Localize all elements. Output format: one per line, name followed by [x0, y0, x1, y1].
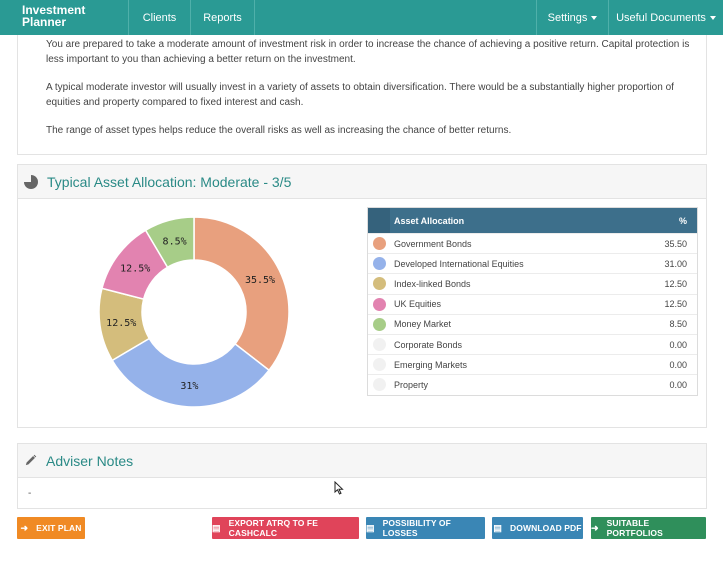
- swatch-cell: [368, 237, 390, 251]
- table-header-asset: Asset Allocation: [394, 215, 465, 226]
- slice-label: 35.5%: [245, 275, 275, 286]
- table-row: Index-linked Bonds 12.50: [368, 273, 697, 293]
- slice-label: 31%: [180, 381, 198, 392]
- allocation-table-body: Government Bonds 35.50 Developed Internati…: [368, 233, 697, 395]
- file-pdf-icon: ▤: [366, 522, 375, 533]
- table-row: Property 0.00: [368, 374, 697, 394]
- donut-slice[interactable]: [144, 216, 195, 269]
- nav-useful-documents-label: Useful Documents: [616, 11, 706, 24]
- asset-percent: 0.00: [669, 359, 687, 370]
- pencil-icon: [25, 454, 37, 466]
- adviser-notes-panel: Adviser Notes -: [17, 443, 707, 509]
- nav-clients[interactable]: Clients: [129, 0, 191, 35]
- nav-spacer: [255, 0, 536, 35]
- swatch-cell: [368, 338, 390, 352]
- chevron-down-icon: [709, 15, 716, 20]
- exit-plan-button[interactable]: ➜ EXIT PLAN: [17, 517, 85, 539]
- mouse-cursor-icon: [334, 481, 344, 495]
- asset-name: Developed International Equities: [394, 258, 524, 269]
- asset-name: Corporate Bonds: [394, 339, 463, 350]
- risk-description-paragraph: A typical moderate investor will usually…: [46, 82, 674, 108]
- pie-chart-icon: [24, 174, 38, 189]
- color-swatch: [372, 317, 386, 331]
- nav-settings-label: Settings: [547, 11, 588, 24]
- color-swatch: [372, 237, 386, 251]
- swatch-cell: [368, 317, 390, 331]
- arrow-right-icon: ➜: [20, 522, 29, 533]
- table-row: Money Market 8.50: [368, 313, 697, 334]
- table-row: Emerging Markets 0.00: [368, 354, 697, 374]
- asset-percent: 31.00: [664, 258, 687, 269]
- adviser-notes-body: -: [28, 488, 32, 499]
- asset-percent: 12.50: [664, 278, 687, 289]
- asset-name: Money Market: [394, 319, 452, 330]
- download-pdf-label: DOWNLOAD PDF: [510, 523, 582, 533]
- table-header-percent: %: [678, 215, 687, 226]
- suitable-portfolios-label: SUITABLE PORTFOLIOS: [606, 518, 663, 538]
- table-header-swatch-col: [368, 208, 390, 233]
- allocation-donut-chart: 35.5% 31% 12.5% 12.5% 8.5%: [98, 216, 290, 408]
- color-swatch: [372, 297, 386, 311]
- slice-label: 12.5%: [120, 263, 150, 274]
- possibility-of-losses-label: POSSIBILITY OF LOSSES: [382, 518, 451, 538]
- risk-description-panel: You are prepared to take a moderate amou…: [17, 35, 707, 155]
- exit-plan-label: EXIT PLAN: [36, 523, 82, 533]
- arrow-right-icon: ➜: [591, 522, 599, 533]
- adviser-notes-header: Adviser Notes: [18, 444, 706, 478]
- nav-reports[interactable]: Reports: [191, 0, 255, 35]
- table-row: Developed International Equities 31.00: [368, 253, 697, 273]
- asset-name: Property: [394, 379, 429, 390]
- asset-name: Index-linked Bonds: [394, 278, 471, 289]
- asset-allocation-panel: Typical Asset Allocation: Moderate - 3/5…: [17, 164, 707, 428]
- possibility-of-losses-button[interactable]: ▤ POSSIBILITY OF LOSSES: [366, 517, 485, 539]
- export-atrq-button[interactable]: ▤ EXPORT ATRQ TO FE CASHCALC: [212, 517, 359, 539]
- asset-allocation-title: Typical Asset Allocation: Moderate - 3/5: [47, 173, 292, 190]
- swatch-cell: [368, 297, 390, 311]
- table-row: UK Equities 12.50: [368, 293, 697, 314]
- suitable-portfolios-button[interactable]: ➜ SUITABLE PORTFOLIOS: [591, 517, 706, 539]
- swatch-cell: [368, 257, 390, 271]
- swatch-cell: [368, 378, 390, 392]
- swatch-cell: [368, 358, 390, 372]
- nav-settings-dropdown[interactable]: Settings: [536, 0, 609, 35]
- slice-label: 12.5%: [106, 318, 136, 329]
- top-navbar: Investment Planner Clients Reports Setti…: [0, 0, 723, 35]
- color-swatch: [372, 358, 386, 372]
- brand-line-2: Planner: [22, 15, 67, 29]
- asset-name: Government Bonds: [394, 238, 472, 249]
- asset-percent: 12.50: [664, 299, 687, 310]
- asset-percent: 35.50: [664, 238, 687, 249]
- export-atrq-label: EXPORT ATRQ TO FE CASHCALC: [228, 518, 318, 538]
- brand-line-1: Investment: [22, 3, 86, 17]
- asset-percent: 0.00: [669, 339, 687, 350]
- slice-label: 8.5%: [163, 237, 187, 248]
- donut-slice[interactable]: [193, 216, 290, 372]
- color-swatch: [372, 277, 386, 291]
- chevron-down-icon: [591, 15, 598, 20]
- asset-percent: 0.00: [669, 379, 687, 390]
- donut-slice[interactable]: [111, 337, 271, 408]
- asset-name: Emerging Markets: [394, 359, 468, 370]
- asset-name: UK Equities: [394, 299, 442, 310]
- color-swatch: [372, 378, 386, 392]
- allocation-table-header: Asset Allocation %: [368, 208, 697, 233]
- adviser-notes-title: Adviser Notes: [46, 452, 134, 469]
- swatch-cell: [368, 277, 390, 291]
- download-pdf-button[interactable]: ▤ DOWNLOAD PDF: [492, 517, 583, 539]
- nav-useful-documents-dropdown[interactable]: Useful Documents: [609, 0, 723, 35]
- document-icon: ▤: [212, 522, 221, 533]
- file-pdf-icon: ▤: [493, 522, 503, 533]
- color-swatch: [372, 338, 386, 352]
- asset-percent: 8.50: [669, 319, 687, 330]
- allocation-table: Asset Allocation % Government Bonds 35.50…: [367, 207, 698, 396]
- app-logo[interactable]: Investment Planner: [0, 0, 129, 35]
- table-row: Corporate Bonds 0.00: [368, 333, 697, 354]
- risk-description-paragraph: You are prepared to take a moderate amou…: [46, 39, 690, 65]
- risk-description-paragraph: The range of asset types helps reduce th…: [46, 125, 512, 136]
- table-row: Government Bonds 35.50: [368, 233, 697, 253]
- asset-allocation-header: Typical Asset Allocation: Moderate - 3/5: [18, 165, 706, 199]
- color-swatch: [372, 257, 386, 271]
